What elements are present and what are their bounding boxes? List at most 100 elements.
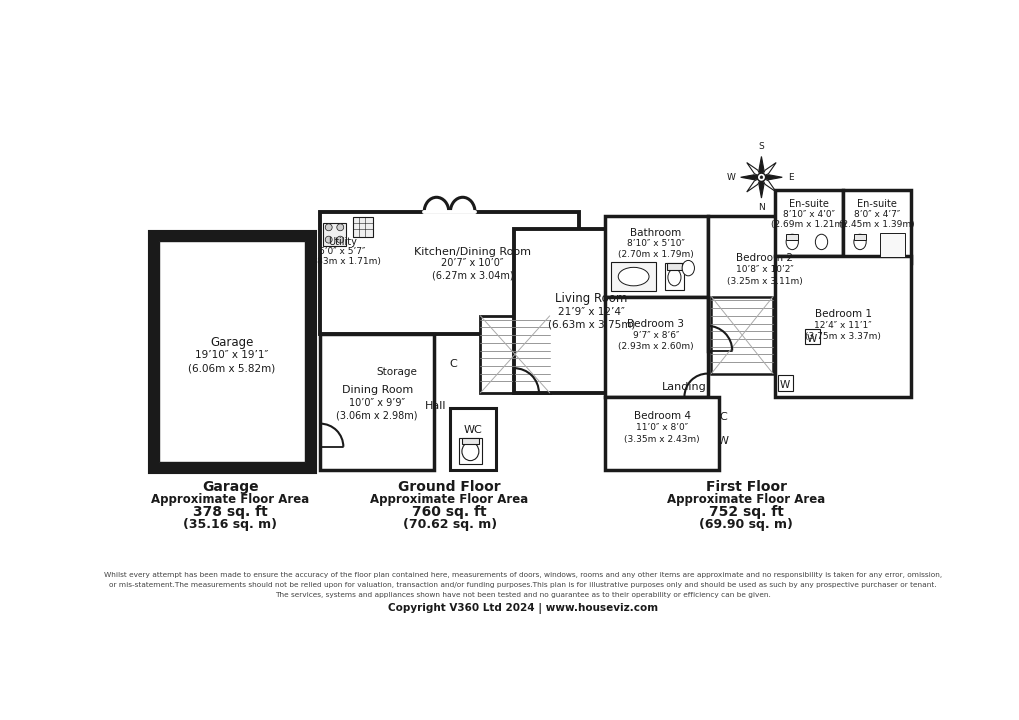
Bar [320,333,434,470]
Polygon shape [761,177,775,192]
Text: Kitchen/Dining Room: Kitchen/Dining Room [414,247,531,257]
Text: W: W [726,173,735,181]
Text: (2.93m x 2.60m): (2.93m x 2.60m) [618,342,693,351]
Bar [707,216,820,351]
Polygon shape [758,156,763,177]
Bar [159,241,305,462]
Bar [604,297,707,397]
Bar [776,375,792,390]
Bar [664,264,683,290]
Polygon shape [740,175,761,180]
Text: 10’8″ x 10’2″: 10’8″ x 10’2″ [735,265,793,274]
Text: (6.63m x 3.75m): (6.63m x 3.75m) [547,320,635,329]
Ellipse shape [786,234,798,250]
Text: (2.69m x 1.21m): (2.69m x 1.21m) [770,220,846,229]
Bar [604,397,718,470]
Text: W: W [806,334,816,344]
Bar [208,464,214,468]
Text: Garage: Garage [210,336,253,348]
Text: (3.35m x 2.43m): (3.35m x 2.43m) [624,435,699,444]
Text: 8’10″ x 4’0″: 8’10″ x 4’0″ [783,210,835,219]
Text: (1.83m x 1.71m): (1.83m x 1.71m) [305,258,380,266]
Bar [786,234,798,240]
Text: 378 sq. ft: 378 sq. ft [193,505,267,519]
Bar [450,183,475,212]
Text: 12’4″ x 11’1″: 12’4″ x 11’1″ [813,320,871,330]
Text: Garage: Garage [202,480,258,494]
Text: Bathroom: Bathroom [630,228,681,238]
Text: Living Room: Living Room [554,292,627,305]
Ellipse shape [618,267,648,286]
Text: 8’0″ x 4’7″: 8’0″ x 4’7″ [853,210,899,219]
Bar [353,217,372,237]
Ellipse shape [814,234,826,250]
Text: S: S [758,142,763,151]
Text: (3.25m x 3.11m): (3.25m x 3.11m) [726,276,802,286]
Bar [323,222,346,246]
Text: E: E [787,173,793,181]
Text: C: C [718,413,727,423]
Bar [361,333,434,410]
Ellipse shape [682,261,694,276]
Text: En-suite: En-suite [856,199,896,210]
Text: or mis-statement.The measurements should not be relied upon for valuation, trans: or mis-statement.The measurements should… [109,582,935,588]
Circle shape [759,176,762,179]
Bar [250,464,256,468]
Text: First Floor: First Floor [705,480,786,494]
Text: (2.70m x 1.79m): (2.70m x 1.79m) [618,250,693,258]
Text: C: C [449,359,457,369]
Bar [449,408,495,470]
Bar [153,235,311,468]
Bar [710,297,772,374]
Bar [320,212,378,271]
Polygon shape [746,163,761,177]
Bar [804,329,819,344]
Text: 11’0″ x 8’0″: 11’0″ x 8’0″ [636,423,688,432]
Text: N: N [757,204,764,212]
Text: Approximate Floor Area: Approximate Floor Area [666,493,824,506]
Text: 760 sq. ft: 760 sq. ft [412,505,486,519]
Text: Approximate Floor Area: Approximate Floor Area [370,493,528,506]
Text: Dining Room: Dining Room [341,384,413,395]
Ellipse shape [462,442,478,461]
Text: Bedroom 2: Bedroom 2 [736,253,792,263]
Circle shape [756,173,765,181]
Text: (69.90 sq. m): (69.90 sq. m) [698,518,792,531]
Text: Bedroom 4: Bedroom 4 [633,411,690,421]
Text: 752 sq. ft: 752 sq. ft [708,505,783,519]
Text: (6.27m x 3.04m): (6.27m x 3.04m) [431,270,513,280]
Bar [666,264,682,270]
Bar [459,438,481,464]
Bar [514,229,667,393]
Bar [774,190,843,256]
Bar [610,262,655,291]
Polygon shape [758,177,763,198]
Ellipse shape [853,234,865,250]
Bar [879,233,904,257]
Bar [774,256,910,397]
Text: 19’10″ x 19’1″: 19’10″ x 19’1″ [195,350,268,360]
Text: Whilst every attempt has been made to ensure the accuracy of the floor plan cont: Whilst every attempt has been made to en… [104,572,941,577]
Text: Utility: Utility [328,237,357,247]
Text: (35.16 sq. m): (35.16 sq. m) [183,518,277,531]
Bar [462,438,478,444]
Text: Copyright V360 Ltd 2024 | www.houseviz.com: Copyright V360 Ltd 2024 | www.houseviz.c… [387,603,657,614]
Polygon shape [746,177,761,192]
Text: Bedroom 1: Bedroom 1 [814,309,870,318]
Bar [480,316,549,393]
Text: 9’7″ x 8’6″: 9’7″ x 8’6″ [632,330,679,340]
Circle shape [325,236,332,243]
Text: 21’9″ x 12’4″: 21’9″ x 12’4″ [557,307,624,317]
Text: Ground Floor: Ground Floor [397,480,500,494]
Ellipse shape [667,269,681,286]
Bar [604,216,707,297]
Text: (70.62 sq. m): (70.62 sq. m) [403,518,496,531]
Polygon shape [761,163,775,177]
Text: (3.75m x 3.37m): (3.75m x 3.37m) [804,332,880,341]
Text: (3.06m x 2.98m): (3.06m x 2.98m) [336,410,418,420]
Text: (6.06m x 5.82m): (6.06m x 5.82m) [187,363,275,373]
Circle shape [336,236,343,243]
Text: WC: WC [463,425,482,435]
Text: En-suite: En-suite [789,199,828,210]
Polygon shape [761,175,782,180]
